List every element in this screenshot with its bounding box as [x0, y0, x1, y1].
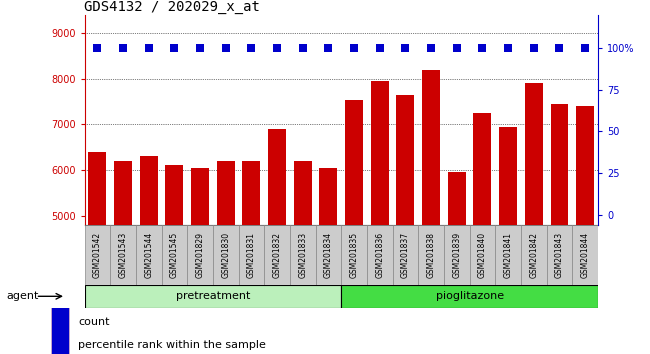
Text: GSM201843: GSM201843 — [555, 232, 564, 278]
Point — [246, 45, 257, 51]
Text: GSM201838: GSM201838 — [426, 232, 436, 278]
Text: GSM201844: GSM201844 — [580, 232, 590, 278]
Bar — [268, 129, 286, 225]
Text: pretreatment: pretreatment — [176, 291, 250, 301]
Bar — [547, 225, 572, 285]
Point — [195, 45, 205, 51]
Text: GDS4132 / 202029_x_at: GDS4132 / 202029_x_at — [84, 0, 261, 14]
Text: GSM201832: GSM201832 — [272, 232, 281, 278]
Bar — [114, 161, 132, 225]
Bar — [444, 225, 470, 285]
Bar — [140, 156, 158, 225]
Bar — [473, 113, 491, 225]
Bar — [213, 225, 239, 285]
Point — [144, 45, 154, 51]
Text: GSM201830: GSM201830 — [221, 232, 230, 278]
Bar — [242, 161, 261, 225]
Point — [528, 45, 539, 51]
Bar — [216, 161, 235, 225]
Text: GSM201831: GSM201831 — [247, 232, 256, 278]
Point — [349, 45, 359, 51]
Text: GSM201835: GSM201835 — [350, 232, 359, 278]
Bar — [187, 225, 213, 285]
Text: GSM201840: GSM201840 — [478, 232, 487, 278]
Bar — [316, 225, 341, 285]
Bar — [290, 225, 316, 285]
Bar — [345, 100, 363, 225]
Bar — [422, 70, 440, 225]
Bar — [136, 225, 162, 285]
Bar — [341, 285, 598, 308]
Bar — [525, 83, 543, 225]
Bar — [521, 225, 547, 285]
Text: GSM201543: GSM201543 — [118, 232, 127, 278]
Bar — [239, 225, 264, 285]
Bar — [319, 168, 337, 225]
Bar — [161, 225, 187, 285]
Text: GSM201841: GSM201841 — [504, 232, 513, 278]
Bar — [52, 299, 68, 354]
Text: GSM201842: GSM201842 — [529, 232, 538, 278]
Bar — [52, 276, 68, 354]
Bar — [88, 152, 107, 225]
Point — [220, 45, 231, 51]
Bar — [341, 225, 367, 285]
Point — [554, 45, 565, 51]
Text: GSM201834: GSM201834 — [324, 232, 333, 278]
Bar — [573, 225, 598, 285]
Text: GSM201837: GSM201837 — [401, 232, 410, 278]
Point — [452, 45, 462, 51]
Bar — [499, 127, 517, 225]
Point — [374, 45, 385, 51]
Point — [298, 45, 308, 51]
Point — [477, 45, 488, 51]
Bar — [191, 168, 209, 225]
Text: count: count — [78, 317, 109, 327]
Point — [400, 45, 411, 51]
Text: GSM201829: GSM201829 — [196, 232, 205, 278]
Point — [118, 45, 128, 51]
Text: GSM201544: GSM201544 — [144, 232, 153, 278]
Bar — [576, 106, 594, 225]
Text: GSM201839: GSM201839 — [452, 232, 462, 278]
Text: percentile rank within the sample: percentile rank within the sample — [78, 340, 266, 350]
Bar — [469, 225, 495, 285]
Bar — [495, 225, 521, 285]
Bar — [393, 225, 419, 285]
Bar — [448, 172, 466, 225]
Bar — [396, 95, 415, 225]
Bar — [264, 225, 290, 285]
Bar — [165, 165, 183, 225]
Bar — [294, 161, 312, 225]
Point — [580, 45, 590, 51]
Text: agent: agent — [6, 291, 39, 301]
Bar — [419, 225, 444, 285]
Bar — [84, 285, 341, 308]
Bar — [370, 81, 389, 225]
Point — [272, 45, 282, 51]
Text: GSM201833: GSM201833 — [298, 232, 307, 278]
Text: pioglitazone: pioglitazone — [436, 291, 504, 301]
Bar — [111, 225, 136, 285]
Text: GSM201836: GSM201836 — [375, 232, 384, 278]
Point — [92, 45, 103, 51]
Point — [169, 45, 179, 51]
Bar — [367, 225, 393, 285]
Bar — [551, 104, 569, 225]
Point — [323, 45, 333, 51]
Text: GSM201542: GSM201542 — [93, 232, 102, 278]
Bar — [84, 225, 110, 285]
Point — [503, 45, 514, 51]
Point — [426, 45, 436, 51]
Text: GSM201545: GSM201545 — [170, 232, 179, 278]
